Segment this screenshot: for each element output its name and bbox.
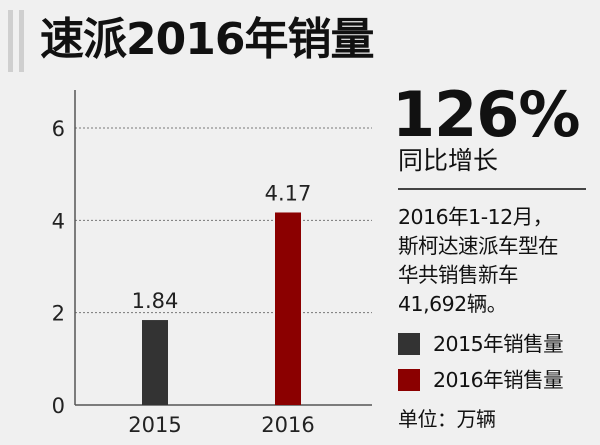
y-tick-label: 6	[52, 117, 65, 141]
data-label: 4.17	[265, 181, 312, 205]
divider	[398, 188, 586, 190]
description-line: 41,692辆。	[398, 292, 507, 316]
legend-label: 2015年销售量	[433, 332, 564, 356]
data-label: 1.84	[132, 289, 179, 313]
legend-swatch	[398, 369, 420, 391]
page-title: 速派2016年销量	[40, 14, 374, 65]
bar-2015	[142, 320, 168, 405]
description-line: 斯柯达速派车型在	[398, 234, 559, 258]
accent-bar	[19, 10, 24, 72]
y-tick-label: 2	[52, 302, 65, 326]
description: 2016年1-12月， 斯柯达速派车型在 华共销售新车 41,692辆。	[398, 203, 598, 319]
description-line: 华共销售新车	[398, 263, 519, 287]
title-accent-bars	[8, 10, 26, 72]
labels: 0 2 4 6 1.84 2015 4.17 2016	[52, 117, 315, 437]
y-tick-label: 4	[52, 209, 65, 233]
description-line: 2016年1-12月，	[398, 205, 553, 229]
bar-2016	[275, 212, 301, 405]
y-tick-label: 0	[52, 394, 65, 418]
axes	[74, 90, 372, 406]
accent-bar	[8, 10, 13, 72]
unit-label: 单位：万辆	[398, 407, 496, 431]
growth-label: 同比增长	[398, 146, 499, 175]
grid-lines	[75, 127, 372, 314]
growth-value: 126%	[392, 78, 581, 151]
legend-swatch	[398, 333, 420, 355]
bars	[142, 212, 301, 405]
x-tick-label: 2015	[128, 413, 181, 437]
legend-label: 2016年销售量	[433, 368, 564, 392]
x-tick-label: 2016	[261, 413, 314, 437]
